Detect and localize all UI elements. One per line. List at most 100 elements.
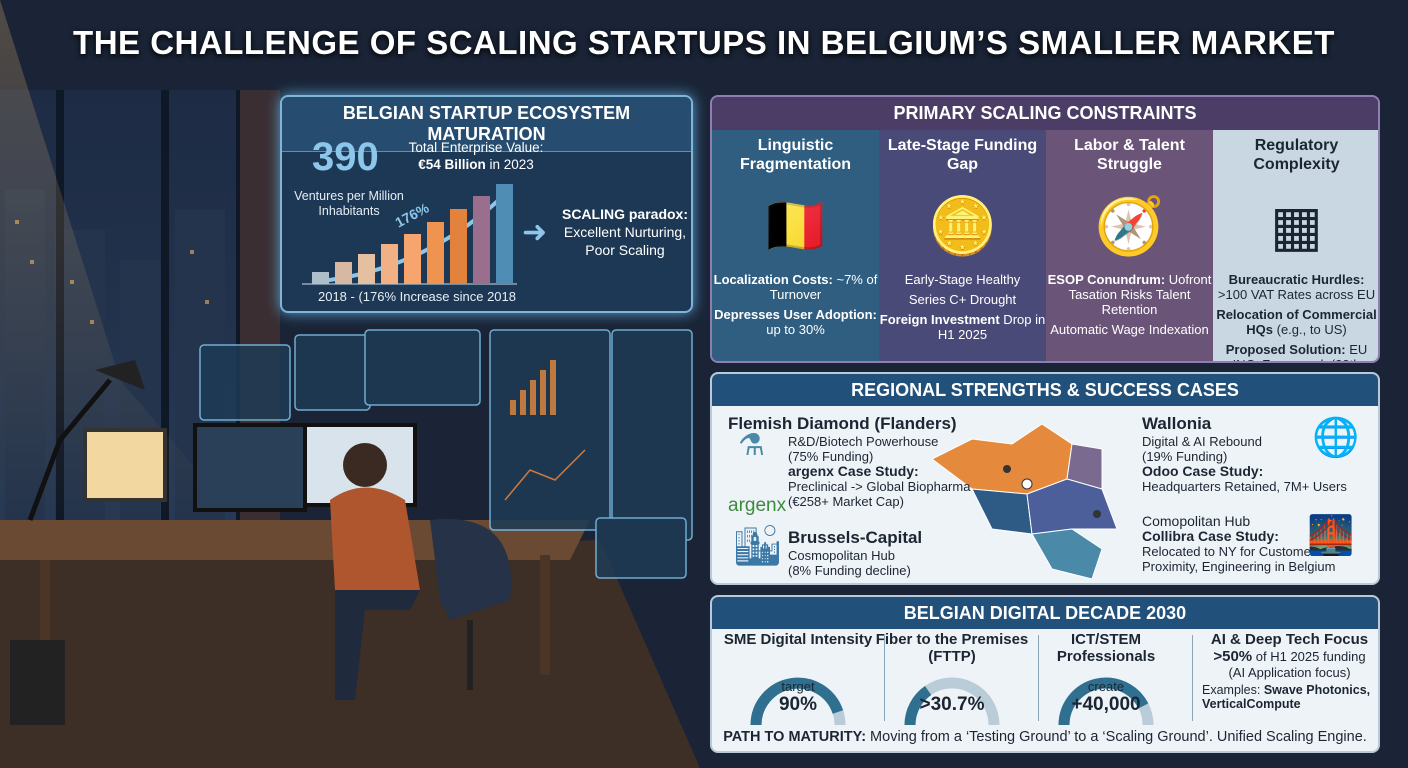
constraint-column: Labor & Talent Struggle 🧭 ESOP Conundrum: …: [1046, 130, 1213, 361]
hub-line: Comopolitan Hub: [1142, 513, 1251, 529]
gauge-arc: [1058, 677, 1154, 726]
ai-pct-text: of H1 2025 funding: [1252, 649, 1366, 664]
growth-bar: [381, 244, 398, 284]
constraint-line: ESOP Conundrum: Uofront Tasation Risks T…: [1047, 272, 1212, 317]
panel-heading: BELGIAN DIGITAL DECADE 2030: [712, 597, 1378, 629]
brussels-block: Brussels-Capital Cosmopolitan Hub (8% Fund…: [788, 528, 922, 578]
wallonia-line: Digital & AI Rebound: [1142, 434, 1262, 449]
ai-sub: (AI Application focus): [1228, 665, 1351, 680]
constraint-title: Labor & Talent Struggle: [1074, 137, 1185, 173]
wallonia-line: (19% Funding): [1142, 449, 1228, 464]
examples-list: Swave Photonics, VerticalCompute: [1202, 683, 1371, 711]
argenx-logo: argenx: [728, 495, 787, 516]
gauge-title: SME Digital Intensity: [723, 631, 873, 648]
desk-lamp: [27, 378, 112, 521]
argenx-case-line: Preclinical -> Global Biopharma: [788, 479, 971, 494]
constraint-title: Linguistic Fragmentation: [739, 137, 852, 173]
growth-bar-chart: [302, 184, 517, 285]
path-label: PATH TO MATURITY:: [723, 729, 867, 745]
constraint-line: Proposed Solution: EU INC. Framework (28…: [1225, 342, 1368, 361]
wallonia-title: Wallonia: [1142, 414, 1212, 433]
divider: [1038, 635, 1039, 721]
paradox-title: SCALING paradox:: [561, 206, 688, 222]
constraint-line: Early-Stage Healthy: [904, 272, 1021, 287]
chart-footer: 2018 - (176% Increase since 2018: [317, 289, 516, 304]
hub-block: Comopolitan Hub Collibra Case Study: Reloc…: [1142, 513, 1336, 575]
argenx-case-line: (€258+ Market Cap): [788, 494, 904, 509]
constraint-line: Relocation of Commercial HQs (e.g., to U…: [1216, 307, 1377, 337]
collibra-case-line: Relocated to NY for Customer: [1142, 544, 1316, 559]
ai-focus-block: AI & Deep Tech Focus >50% of H1 2025 fun…: [1202, 631, 1377, 711]
constraint-line: Localization Costs: ~7% of Turnover: [713, 272, 878, 302]
lab-flask-icon: ⚗: [738, 429, 765, 462]
growth-bar: [450, 209, 467, 284]
tev-value: €54 Billion: [418, 157, 486, 172]
gauge-value: +40,000: [1071, 694, 1141, 715]
tev-label: Total Enterprise Value:: [408, 140, 544, 155]
code-globe-icon: 🌐: [1312, 417, 1360, 459]
belgium-map-flags-icon: 🇧🇪: [760, 194, 831, 257]
ai-focus-title: AI & Deep Tech Focus: [1210, 631, 1369, 648]
compass-icon: 🧭: [1094, 194, 1165, 257]
gauge-small: target: [781, 679, 815, 694]
ai-pct: >50%: [1213, 648, 1253, 665]
bridge-icon: 🌉: [1307, 515, 1355, 557]
scaling-constraints-panel: PRIMARY SCALING CONSTRAINTS Linguistic F…: [710, 95, 1380, 363]
growth-bar: [312, 272, 329, 284]
constraint-column: Linguistic Fragmentation 🇧🇪 Localization C…: [712, 130, 879, 361]
gauge-block: ICT/STEM Professionals create +40,000: [1026, 631, 1186, 726]
belgium-region-map: [932, 423, 1118, 579]
gauge-small: create: [1087, 679, 1125, 694]
gauge-fill: [750, 677, 844, 726]
odoo-case-line: Headquarters Retained, 7M+ Users: [1142, 479, 1347, 494]
growth-bar: [335, 262, 352, 284]
gauge-block: SME Digital Intensity target 90%: [718, 631, 878, 726]
city-buildings-icon: 🏙: [732, 524, 783, 568]
brussels-title: Brussels-Capital: [788, 528, 923, 547]
scaling-paradox: SCALING paradox: Excellent Nurturing, Poo…: [560, 205, 690, 259]
flanders-line: R&D/Biotech Powerhouse: [788, 434, 939, 449]
divider: [884, 635, 885, 721]
odoo-case-title: Odoo Case Study:: [1142, 463, 1264, 479]
panel-heading: PRIMARY SCALING CONSTRAINTS: [712, 97, 1378, 130]
ventures-label: Ventures per Million Inhabitants: [294, 189, 404, 218]
path-text: Moving from a ‘Testing Ground’ to a ‘Sca…: [866, 729, 1367, 745]
gauge-small: [872, 679, 1032, 694]
trash-bin: [10, 640, 65, 725]
growth-bar: [358, 254, 375, 284]
constraint-column: Regulatory Complexity ▦ Bureaucratic Hurdl…: [1213, 130, 1378, 361]
gauge-arc: [904, 677, 1000, 726]
panel-heading: BELGIAN STARTUP ECOSYSTEM MATURATION: [282, 97, 691, 152]
growth-bar: [473, 196, 490, 284]
constraint-column: Late-Stage Funding Gap 🪙 Early-Stage Healt…: [879, 130, 1046, 361]
growth-bar: [404, 234, 421, 284]
gauge-fill: [1058, 677, 1149, 726]
panel-heading: REGIONAL STRENGTHS & SUCCESS CASES: [712, 374, 1378, 406]
examples-label: Examples:: [1202, 683, 1264, 697]
constraint-title: Late-Stage Funding Gap: [887, 137, 1038, 173]
ecosystem-maturation-panel: BELGIAN STARTUP ECOSYSTEM MATURATION 390…: [280, 95, 693, 313]
tev-year: in 2023: [489, 157, 534, 172]
gauge-title: ICT/STEM Professionals: [1056, 631, 1156, 665]
collibra-case-line: Proximity, Engineering in Belgium: [1142, 559, 1336, 574]
enterprise-value: Total Enterprise Value: €54 Billion in 20…: [406, 139, 546, 173]
brussels-line: (8% Funding decline): [788, 563, 911, 578]
collibra-case-title: Collibra Case Study:: [1142, 528, 1279, 544]
person-silhouette: [330, 443, 511, 700]
regional-strengths-panel: REGIONAL STRENGTHS & SUCCESS CASES Flemi…: [710, 372, 1380, 585]
gauge-value: >30.7%: [919, 694, 985, 715]
gauge-fill: [904, 685, 932, 726]
flanders-line: (75% Funding): [788, 449, 874, 464]
wallonia-block: Wallonia Digital & AI Rebound (19% Funding…: [1142, 414, 1347, 494]
argenx-case-title: argenx Case Study:: [788, 463, 919, 479]
gauge-value: 90%: [778, 694, 818, 715]
monitor: [193, 423, 307, 512]
divider: [1192, 635, 1193, 721]
path-to-maturity: PATH TO MATURITY: Moving from a ‘Testing…: [712, 729, 1378, 745]
coin-stacks-icon: 🪙: [927, 194, 998, 257]
gauge-block: Fiber to the Premises (FTTP) >30.7%: [872, 631, 1032, 726]
constraint-line: Foreign Investment Drop in H1 2025: [879, 312, 1046, 342]
holographic-dashboards: [199, 329, 693, 579]
gauge-arc: [750, 677, 846, 726]
constraint-line: Series C+ Drought: [908, 292, 1017, 307]
